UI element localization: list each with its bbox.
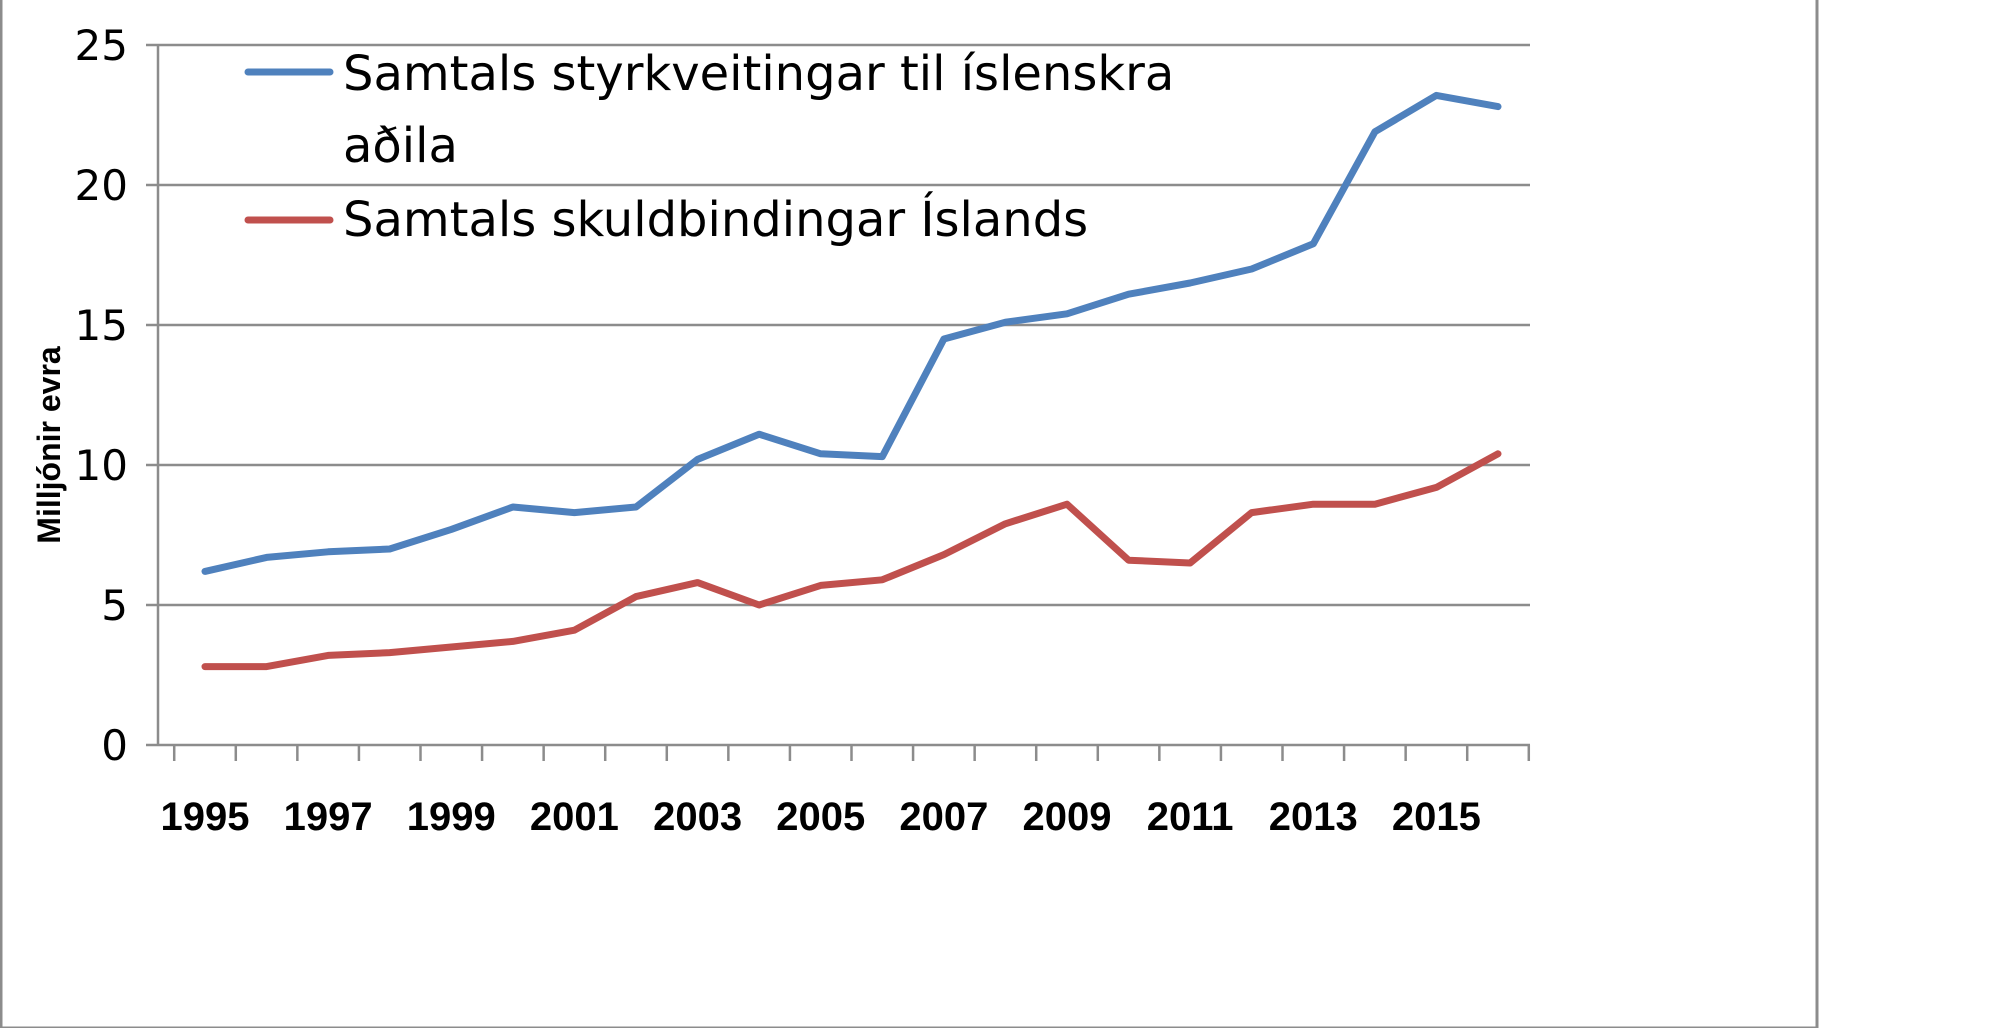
data-point bbox=[327, 654, 329, 656]
data-point bbox=[635, 596, 637, 598]
axes bbox=[146, 43, 1531, 761]
data-point bbox=[1497, 106, 1499, 108]
data-point bbox=[881, 579, 883, 581]
data-point bbox=[697, 458, 699, 460]
legend-item: Samtals skuldbindingar Íslands bbox=[244, 191, 1088, 248]
data-point bbox=[266, 666, 268, 668]
data-point bbox=[1128, 293, 1130, 295]
data-point bbox=[1435, 94, 1437, 96]
x-tick-label: 1995 bbox=[161, 795, 250, 839]
legend: Samtals styrkveitingar til íslenskra aðil… bbox=[244, 46, 1174, 248]
series-line-2 bbox=[201, 450, 1502, 671]
gridlines bbox=[158, 43, 1530, 607]
x-tick-label: 2001 bbox=[530, 795, 619, 839]
data-point bbox=[1497, 453, 1499, 455]
y-axis-tick-labels: 0 5 10 15 20 25 bbox=[75, 21, 128, 770]
series-lines bbox=[201, 91, 1502, 671]
data-point bbox=[1189, 562, 1191, 564]
x-tick-label: 2013 bbox=[1269, 795, 1358, 839]
data-point bbox=[1004, 321, 1006, 323]
y-tick-label: 0 bbox=[101, 721, 128, 770]
data-point bbox=[943, 554, 945, 556]
data-point bbox=[327, 551, 329, 553]
data-point bbox=[1435, 486, 1437, 488]
data-point bbox=[881, 456, 883, 458]
data-point bbox=[389, 652, 391, 654]
legend-item: Samtals styrkveitingar til íslenskra aðil… bbox=[244, 46, 1174, 174]
x-tick-label: 1997 bbox=[284, 795, 373, 839]
data-point bbox=[204, 570, 206, 572]
x-tick-label: 2009 bbox=[1023, 795, 1112, 839]
data-point bbox=[1128, 559, 1130, 561]
data-point bbox=[1066, 503, 1068, 505]
data-point bbox=[1374, 503, 1376, 505]
legend-label: Samtals skuldbindingar Íslands bbox=[343, 191, 1088, 248]
data-point bbox=[758, 604, 760, 606]
data-point bbox=[266, 556, 268, 558]
y-tick-label: 20 bbox=[75, 161, 128, 210]
x-axis-tick-labels: 1995 1997 1999 2001 2003 2005 2007 2009 2011 2013… bbox=[161, 795, 1481, 839]
y-tick-label: 15 bbox=[75, 301, 128, 350]
data-point bbox=[697, 582, 699, 584]
data-point bbox=[512, 506, 514, 508]
data-point bbox=[1312, 503, 1314, 505]
series-line-1 bbox=[201, 91, 1502, 575]
data-point bbox=[1251, 512, 1253, 514]
x-tick-label: 2011 bbox=[1147, 795, 1234, 839]
chart-border bbox=[0, 0, 1819, 1028]
data-point bbox=[1251, 268, 1253, 270]
y-tick-label: 5 bbox=[101, 581, 128, 630]
data-point bbox=[450, 528, 452, 530]
y-axis-title: Milljónir evra bbox=[31, 346, 67, 544]
data-point bbox=[204, 666, 206, 668]
x-tick-label: 2005 bbox=[776, 795, 865, 839]
data-point bbox=[1066, 313, 1068, 315]
y-tick-label: 25 bbox=[75, 21, 128, 70]
data-point bbox=[573, 629, 575, 631]
data-point bbox=[1004, 523, 1006, 525]
x-tick-label: 2015 bbox=[1392, 795, 1481, 839]
data-point bbox=[635, 506, 637, 508]
data-point bbox=[450, 646, 452, 648]
data-point bbox=[758, 433, 760, 435]
data-point bbox=[1312, 243, 1314, 245]
data-point bbox=[820, 453, 822, 455]
y-tick-label: 10 bbox=[75, 441, 128, 490]
data-point bbox=[512, 640, 514, 642]
legend-label: Samtals styrkveitingar til íslenskra aðil… bbox=[343, 46, 1174, 174]
data-point bbox=[1374, 131, 1376, 133]
x-tick-label: 2003 bbox=[653, 795, 742, 839]
x-tick-label: 2007 bbox=[899, 795, 988, 839]
data-point bbox=[573, 512, 575, 514]
data-point bbox=[1189, 282, 1191, 284]
data-point bbox=[943, 338, 945, 340]
data-point bbox=[389, 548, 391, 550]
data-point bbox=[820, 584, 822, 586]
x-tick-label: 1999 bbox=[407, 795, 496, 839]
